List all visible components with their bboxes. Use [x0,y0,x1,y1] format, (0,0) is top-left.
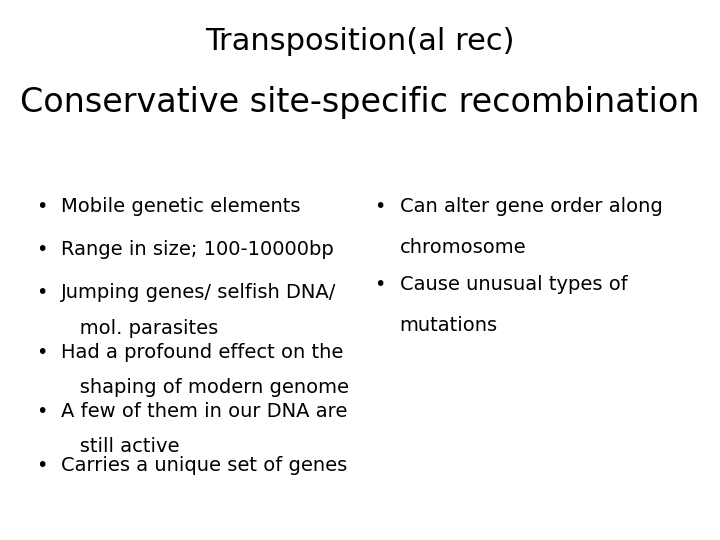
Text: Mobile genetic elements: Mobile genetic elements [61,197,301,216]
Text: mol. parasites: mol. parasites [61,319,218,338]
Text: Range in size; 100-10000bp: Range in size; 100-10000bp [61,240,334,259]
Text: Cause unusual types of: Cause unusual types of [400,275,627,294]
Text: shaping of modern genome: shaping of modern genome [61,378,349,397]
Text: •: • [374,275,386,294]
Text: Had a profound effect on the: Had a profound effect on the [61,343,343,362]
Text: Transposition(al rec): Transposition(al rec) [205,27,515,56]
Text: A few of them in our DNA are: A few of them in our DNA are [61,402,348,421]
Text: Carries a unique set of genes: Carries a unique set of genes [61,456,348,475]
Text: mutations: mutations [400,316,498,335]
Text: •: • [374,197,386,216]
Text: •: • [36,402,48,421]
Text: chromosome: chromosome [400,238,526,256]
Text: •: • [36,197,48,216]
Text: still active: still active [61,437,180,456]
Text: Conservative site-specific recombination: Conservative site-specific recombination [20,86,700,119]
Text: •: • [36,240,48,259]
Text: Can alter gene order along: Can alter gene order along [400,197,662,216]
Text: •: • [36,343,48,362]
Text: •: • [36,456,48,475]
Text: Jumping genes/ selfish DNA/: Jumping genes/ selfish DNA/ [61,284,336,302]
Text: •: • [36,284,48,302]
